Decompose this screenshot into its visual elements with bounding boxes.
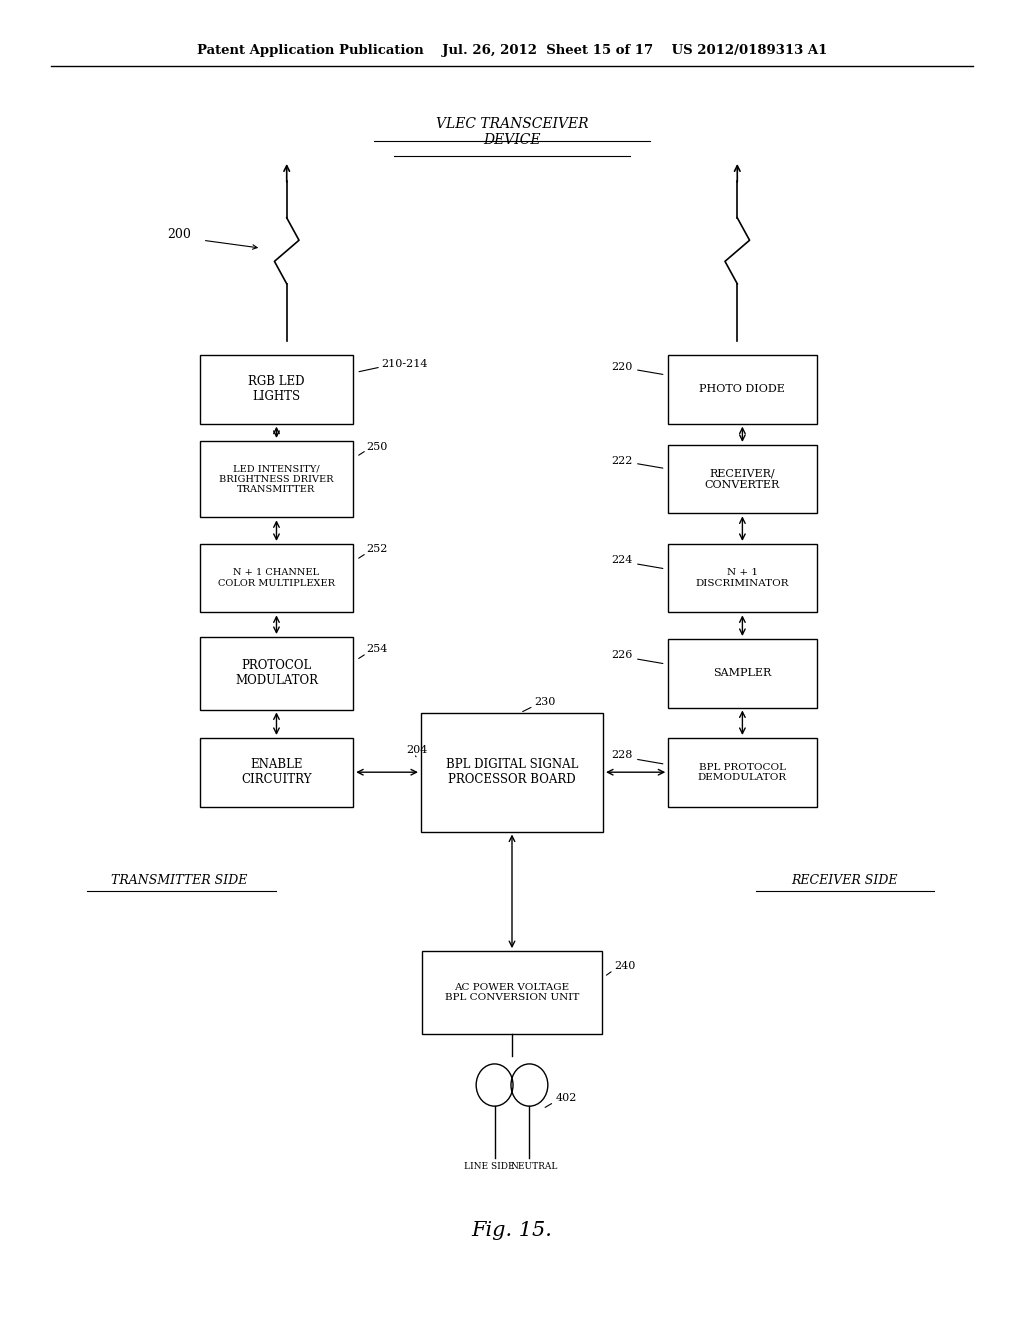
- Text: BPL PROTOCOL
DEMODULATOR: BPL PROTOCOL DEMODULATOR: [697, 763, 787, 781]
- FancyBboxPatch shape: [668, 355, 817, 424]
- Text: 222: 222: [611, 455, 633, 466]
- Text: PHOTO DIODE: PHOTO DIODE: [699, 384, 785, 395]
- Text: AC POWER VOLTAGE
BPL CONVERSION UNIT: AC POWER VOLTAGE BPL CONVERSION UNIT: [444, 983, 580, 1002]
- FancyBboxPatch shape: [668, 445, 817, 513]
- Text: 224: 224: [611, 554, 633, 565]
- Text: 220: 220: [611, 362, 633, 372]
- FancyBboxPatch shape: [422, 950, 601, 1035]
- Text: NEUTRAL: NEUTRAL: [511, 1163, 558, 1171]
- Text: 250: 250: [367, 442, 388, 453]
- Text: 240: 240: [614, 961, 636, 972]
- Text: 402: 402: [556, 1093, 578, 1104]
- Text: RGB LED
LIGHTS: RGB LED LIGHTS: [248, 375, 305, 404]
- FancyBboxPatch shape: [421, 713, 603, 832]
- Text: N + 1 CHANNEL
COLOR MULTIPLEXER: N + 1 CHANNEL COLOR MULTIPLEXER: [218, 569, 335, 587]
- Text: 252: 252: [367, 544, 388, 554]
- Text: 210-214: 210-214: [381, 359, 427, 370]
- FancyBboxPatch shape: [200, 738, 353, 807]
- Text: PROTOCOL
MODULATOR: PROTOCOL MODULATOR: [234, 659, 318, 688]
- Text: LINE SIDE: LINE SIDE: [464, 1163, 515, 1171]
- Text: VLEC TRANSCEIVER
DEVICE: VLEC TRANSCEIVER DEVICE: [435, 117, 589, 147]
- Text: 254: 254: [367, 644, 388, 655]
- Text: 228: 228: [611, 750, 633, 760]
- Text: 200: 200: [167, 228, 191, 242]
- FancyBboxPatch shape: [668, 639, 817, 708]
- Text: TRANSMITTER SIDE: TRANSMITTER SIDE: [111, 874, 248, 887]
- FancyBboxPatch shape: [200, 638, 353, 710]
- Text: N + 1
DISCRIMINATOR: N + 1 DISCRIMINATOR: [695, 569, 790, 587]
- Text: BPL DIGITAL SIGNAL
PROCESSOR BOARD: BPL DIGITAL SIGNAL PROCESSOR BOARD: [445, 758, 579, 787]
- Text: RECEIVER SIDE: RECEIVER SIDE: [792, 874, 898, 887]
- Text: 204: 204: [407, 744, 428, 755]
- FancyBboxPatch shape: [200, 441, 353, 517]
- Text: Fig. 15.: Fig. 15.: [472, 1221, 552, 1239]
- Text: LED INTENSITY/
BRIGHTNESS DRIVER
TRANSMITTER: LED INTENSITY/ BRIGHTNESS DRIVER TRANSMI…: [219, 465, 334, 494]
- FancyBboxPatch shape: [668, 544, 817, 612]
- Text: Patent Application Publication    Jul. 26, 2012  Sheet 15 of 17    US 2012/01893: Patent Application Publication Jul. 26, …: [197, 44, 827, 57]
- Text: ENABLE
CIRCUITRY: ENABLE CIRCUITRY: [242, 758, 311, 787]
- FancyBboxPatch shape: [668, 738, 817, 807]
- Text: SAMPLER: SAMPLER: [714, 668, 771, 678]
- Text: 230: 230: [535, 697, 556, 708]
- FancyBboxPatch shape: [200, 355, 353, 424]
- Text: 226: 226: [611, 649, 633, 660]
- FancyBboxPatch shape: [200, 544, 353, 612]
- Text: RECEIVER/
CONVERTER: RECEIVER/ CONVERTER: [705, 469, 780, 490]
